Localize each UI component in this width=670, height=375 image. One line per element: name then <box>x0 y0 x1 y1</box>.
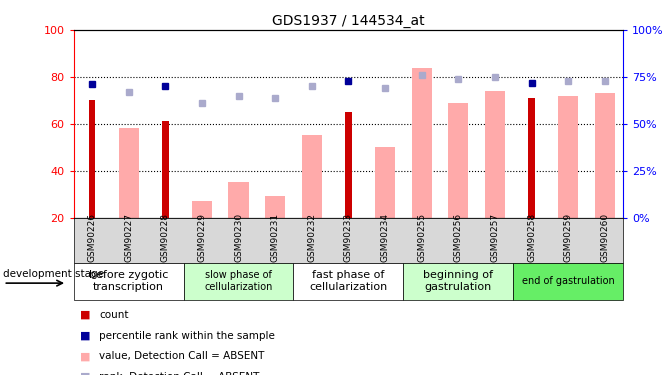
Text: ■: ■ <box>80 331 91 340</box>
Text: slow phase of
cellularization: slow phase of cellularization <box>204 270 273 292</box>
Bar <box>184 262 293 300</box>
Text: GSM90255: GSM90255 <box>417 213 426 262</box>
Text: GSM90232: GSM90232 <box>308 213 316 262</box>
Bar <box>302 135 322 218</box>
Bar <box>192 201 212 217</box>
Text: development stage: development stage <box>3 269 105 279</box>
Bar <box>162 122 169 218</box>
Text: GSM90228: GSM90228 <box>161 213 170 262</box>
Bar <box>293 262 403 300</box>
Title: GDS1937 / 144534_at: GDS1937 / 144534_at <box>272 13 425 28</box>
Text: GSM90256: GSM90256 <box>454 213 463 262</box>
Text: GSM90258: GSM90258 <box>527 213 536 262</box>
Text: ■: ■ <box>80 310 91 320</box>
Text: ■: ■ <box>80 372 91 375</box>
Bar <box>403 262 513 300</box>
Text: GSM90259: GSM90259 <box>563 213 573 262</box>
Bar <box>345 112 352 218</box>
Bar <box>88 100 95 218</box>
Bar <box>595 93 615 218</box>
Bar <box>119 128 139 217</box>
Bar <box>74 262 184 300</box>
Text: count: count <box>99 310 129 320</box>
Bar <box>411 68 431 218</box>
Text: percentile rank within the sample: percentile rank within the sample <box>99 331 275 340</box>
Text: beginning of
gastrulation: beginning of gastrulation <box>423 270 493 292</box>
Text: ■: ■ <box>80 351 91 361</box>
Text: end of gastrulation: end of gastrulation <box>522 276 614 286</box>
Text: value, Detection Call = ABSENT: value, Detection Call = ABSENT <box>99 351 265 361</box>
Text: fast phase of
cellularization: fast phase of cellularization <box>310 270 387 292</box>
Text: rank, Detection Call = ABSENT: rank, Detection Call = ABSENT <box>99 372 259 375</box>
Text: GSM90226: GSM90226 <box>88 213 96 262</box>
Text: GSM90231: GSM90231 <box>271 213 279 262</box>
Bar <box>375 147 395 218</box>
Text: GSM90229: GSM90229 <box>198 213 206 262</box>
Text: before zygotic
transcription: before zygotic transcription <box>89 270 168 292</box>
Text: GSM90233: GSM90233 <box>344 213 353 262</box>
Bar <box>513 262 623 300</box>
Text: GSM90230: GSM90230 <box>234 213 243 262</box>
Text: GSM90260: GSM90260 <box>600 213 609 262</box>
Bar <box>485 91 505 218</box>
Text: GSM90234: GSM90234 <box>381 213 389 262</box>
Bar <box>265 196 285 217</box>
Bar <box>228 182 249 218</box>
Bar <box>528 98 535 218</box>
Text: GSM90257: GSM90257 <box>490 213 499 262</box>
Bar <box>448 103 468 218</box>
Text: GSM90227: GSM90227 <box>124 213 133 262</box>
Bar <box>558 96 578 218</box>
